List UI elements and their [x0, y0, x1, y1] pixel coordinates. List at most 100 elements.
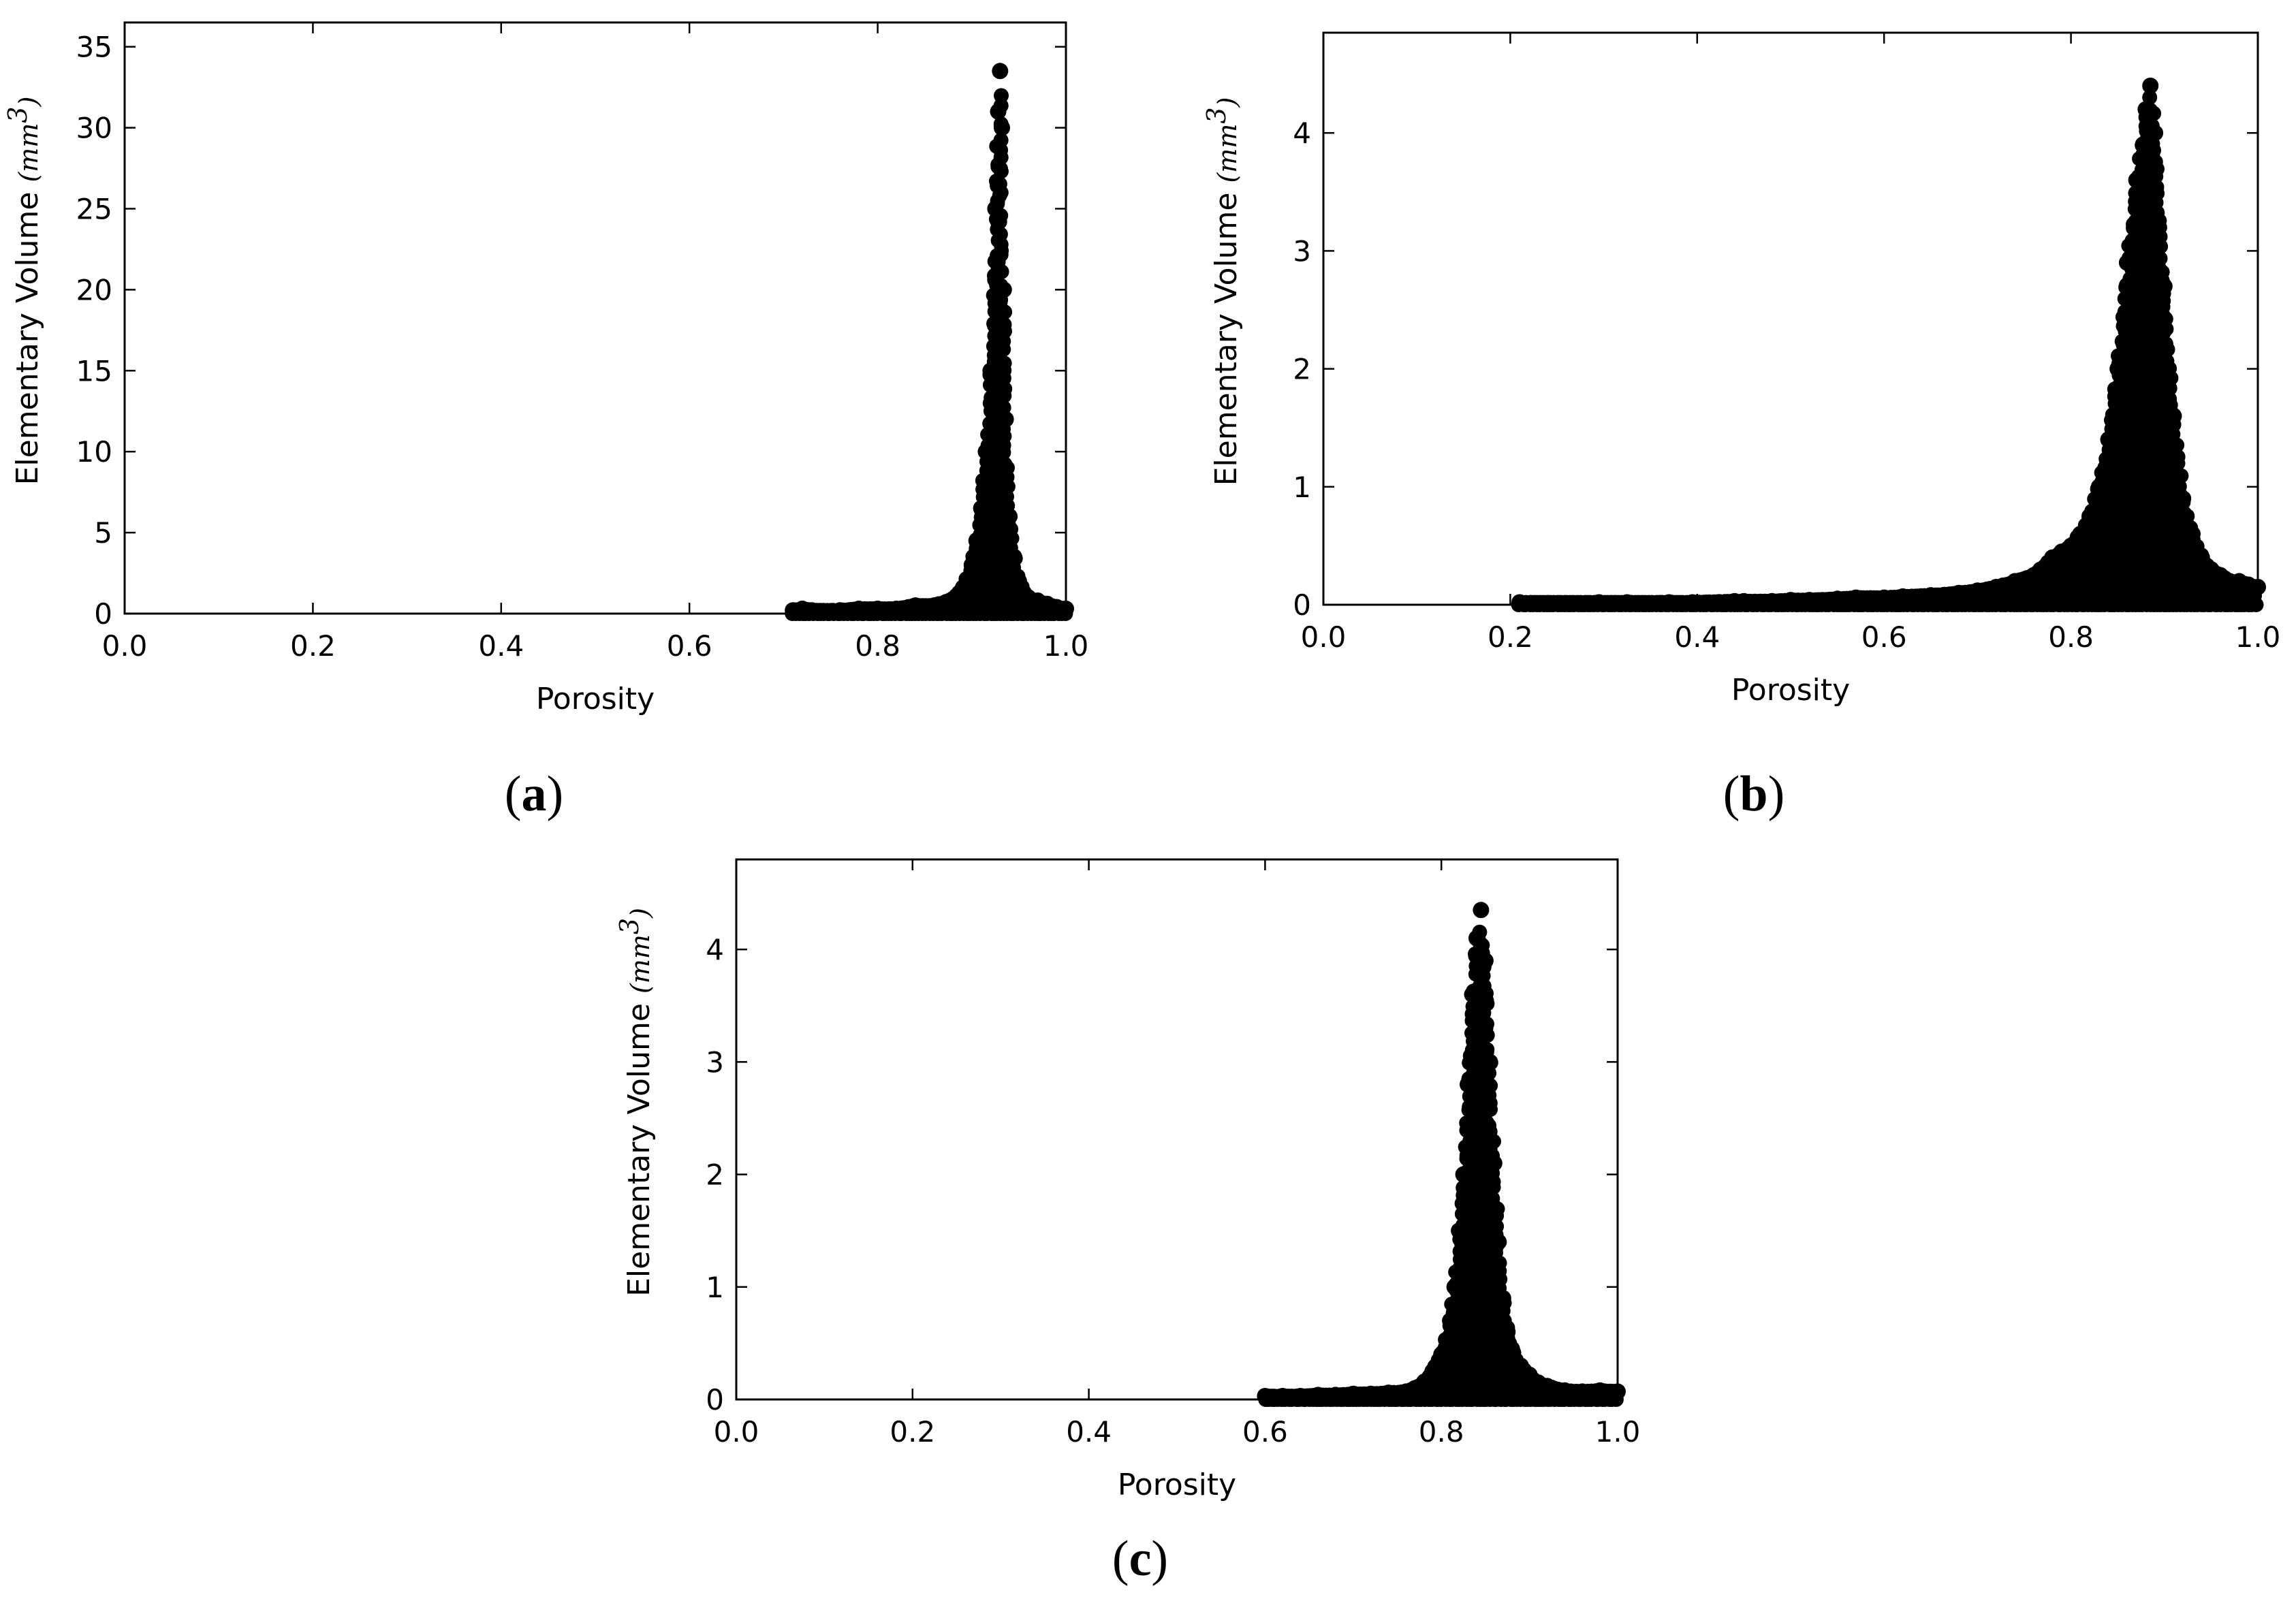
- plot-frame: [1322, 31, 2259, 606]
- scatter-point: [2148, 154, 2163, 170]
- panel-label: (c): [1112, 1531, 1168, 1587]
- data-point: [1442, 1312, 1459, 1329]
- x-axis-label: Porosity: [1731, 673, 1850, 708]
- data-point: [1574, 1383, 1591, 1400]
- data-point: [1684, 594, 1701, 611]
- x-tick-label: 0.8: [2048, 620, 2094, 654]
- data-point: [1922, 587, 1939, 604]
- data-point: [963, 556, 980, 573]
- data-point: [1987, 579, 2004, 595]
- data-point: [1433, 1346, 1450, 1363]
- data-point: [1446, 1278, 1463, 1295]
- data-point: [1415, 1374, 1432, 1391]
- data-point: [1485, 1155, 1503, 1172]
- y-tick-label: 2: [706, 1158, 724, 1192]
- y-tick-label: 0: [94, 597, 112, 631]
- scatter-point: [996, 317, 1012, 332]
- data-point: [1511, 594, 1528, 611]
- x-tick-label: 0.4: [1066, 1415, 1112, 1448]
- data-point: [1481, 1054, 1498, 1071]
- data-point: [1424, 1363, 1441, 1380]
- scatter-series: [1257, 902, 1626, 1407]
- scatter-point: [2180, 508, 2195, 524]
- data-point: [1460, 1076, 1476, 1093]
- scatter-point: [992, 227, 1008, 242]
- data-point: [1310, 1387, 1326, 1404]
- scatter-point: [1481, 1118, 1497, 1133]
- data-point: [2081, 508, 2098, 525]
- scatter-point: [2158, 311, 2173, 327]
- data-point: [1592, 1382, 1609, 1399]
- data-point: [1490, 1233, 1507, 1250]
- y-tick-label: 35: [76, 31, 112, 64]
- data-point: [1661, 594, 1678, 611]
- scatter-point: [1479, 1042, 1495, 1058]
- x-tick-label: 0.8: [1419, 1415, 1464, 1448]
- data-point: [995, 281, 1012, 298]
- data-point: [2109, 360, 2126, 377]
- data-point: [2184, 526, 2201, 543]
- scatter-point: [2152, 213, 2167, 228]
- x-tick-label: 0.6: [667, 629, 712, 663]
- data-point: [1464, 986, 1481, 1003]
- plot-frame: [735, 858, 1619, 1401]
- data-point: [1455, 1166, 1472, 1183]
- data-point: [2175, 490, 2192, 507]
- x-tick-label: 0.4: [478, 629, 524, 663]
- scatter-point: [2173, 468, 2189, 484]
- data-point: [2072, 526, 2089, 543]
- data-point: [2165, 407, 2182, 424]
- data-point: [1473, 902, 1490, 919]
- data-point: [1848, 589, 1864, 606]
- scatter-point: [992, 176, 1007, 192]
- panel-label: (a): [505, 766, 563, 822]
- data-point: [994, 119, 1010, 136]
- x-tick-label: 0.0: [714, 1415, 759, 1448]
- y-tick-label: 0: [1293, 588, 1311, 622]
- data-point: [803, 602, 820, 619]
- scatter-point: [997, 304, 1013, 320]
- x-tick-label: 0.2: [1488, 620, 1533, 654]
- data-point: [977, 443, 994, 460]
- data-point: [1451, 1222, 1468, 1239]
- scatter-point: [2162, 391, 2177, 407]
- data-point: [1362, 1385, 1379, 1402]
- data-point: [2118, 254, 2135, 271]
- scatter-point: [994, 264, 1009, 279]
- data-point: [990, 103, 1007, 120]
- data-point: [1468, 930, 1485, 947]
- data-point: [1006, 548, 1022, 565]
- data-point: [2062, 537, 2079, 554]
- y-tick-label: 3: [706, 1045, 724, 1079]
- data-point: [1618, 594, 1635, 611]
- data-point: [907, 597, 924, 614]
- data-point: [1735, 592, 1752, 609]
- x-tick-label: 1.0: [2235, 620, 2281, 654]
- x-tick-label: 1.0: [1043, 629, 1089, 663]
- x-tick-label: 0.6: [1861, 620, 1907, 654]
- scatter-point: [1483, 1078, 1498, 1094]
- y-tick-label: 0: [706, 1383, 724, 1416]
- scatter-point: [993, 161, 1008, 176]
- scatter-point: [1492, 1255, 1507, 1271]
- y-tick-label: 4: [1293, 116, 1311, 150]
- scatter-point: [1003, 522, 1019, 537]
- scatter-point: [2154, 264, 2170, 280]
- data-point: [1477, 952, 1494, 969]
- scatter-point: [2152, 251, 2168, 266]
- y-tick-label: 2: [1293, 353, 1311, 386]
- panel-label: (b): [1723, 766, 1784, 822]
- data-point: [1344, 1385, 1362, 1402]
- scatter-point: [2162, 361, 2177, 377]
- data-point: [2007, 573, 2024, 590]
- scatter-point: [2170, 449, 2186, 464]
- x-tick-label: 0.0: [1301, 620, 1347, 654]
- x-tick-label: 0.4: [1674, 620, 1720, 654]
- data-point: [2137, 101, 2154, 118]
- scatter-point: [1486, 1134, 1501, 1150]
- y-axis-label: Elementary Volume (mm3): [1201, 97, 1244, 486]
- x-tick-label: 0.2: [890, 1415, 935, 1448]
- data-point: [1274, 1388, 1291, 1404]
- scatter-point: [1489, 1219, 1505, 1234]
